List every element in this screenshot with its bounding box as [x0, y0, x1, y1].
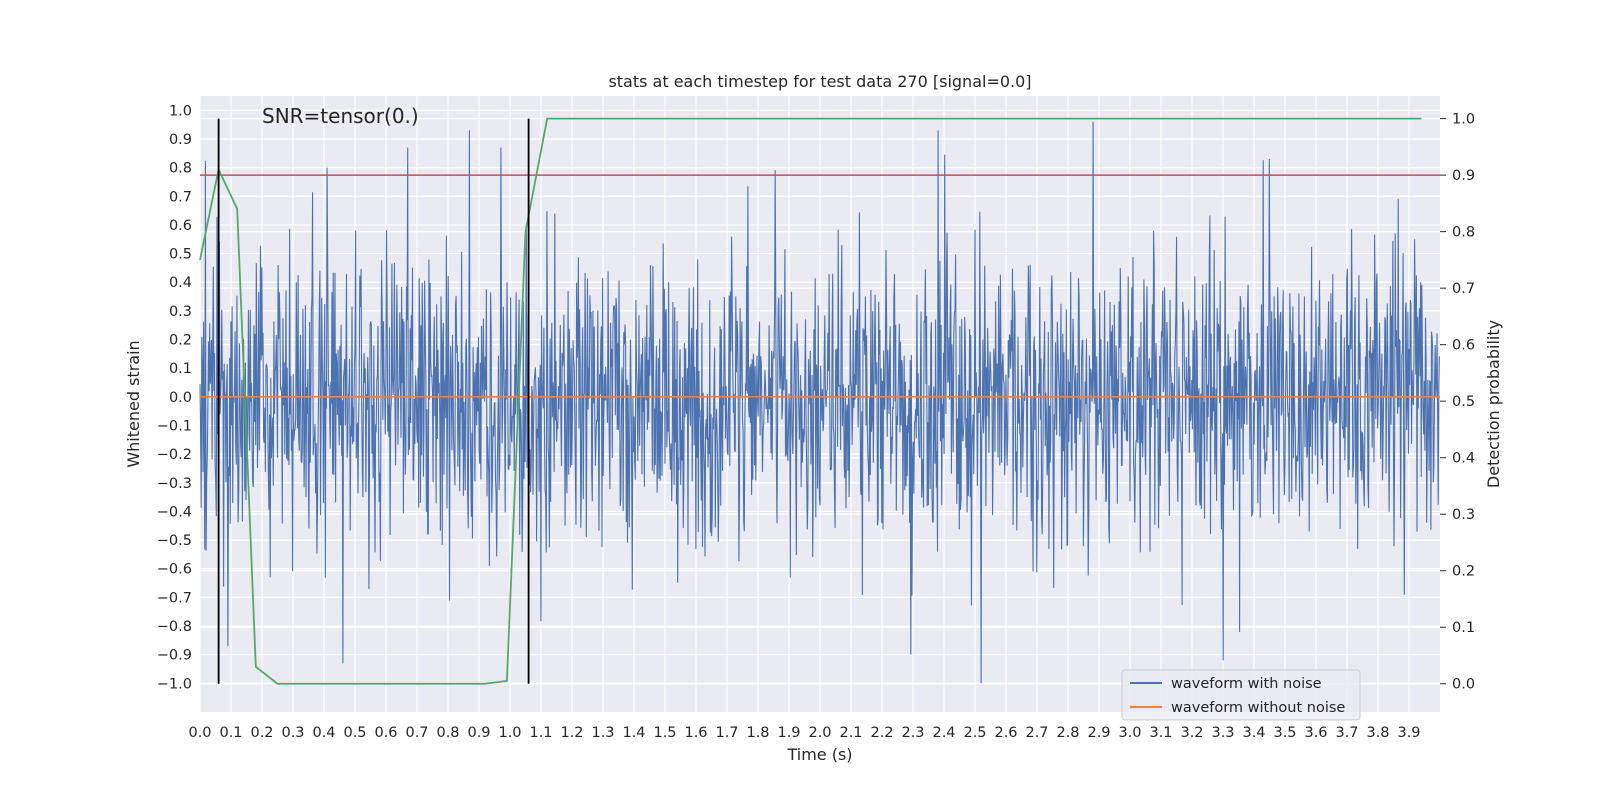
snr-annotation: SNR=tensor(0.): [262, 104, 419, 128]
y2-tick-label: 0.6: [1452, 338, 1475, 354]
y-tick-label: 0.4: [169, 275, 192, 291]
x-tick-label: 0.2: [250, 725, 273, 741]
y-tick-label: 0.5: [169, 247, 192, 263]
x-tick-label: 1.7: [715, 725, 738, 741]
x-tick-label: 3.0: [1118, 725, 1141, 741]
y-tick-label: 0.9: [169, 132, 192, 148]
detection-probability-line: [199, 117, 1422, 685]
x-tick-label: 2.7: [1025, 725, 1048, 741]
x-tick-label: 1.6: [684, 725, 707, 741]
y-tick-label: −0.6: [157, 562, 192, 578]
y-tick-label: −0.2: [157, 447, 192, 463]
x-tick-label: 3.6: [1304, 725, 1327, 741]
y-tick-label: 0.0: [169, 390, 192, 406]
y-axis-label: Whitened strain: [124, 340, 143, 467]
legend: waveform with noise waveform without noi…: [1121, 669, 1361, 721]
x-tick-label: 3.3: [1211, 725, 1234, 741]
y-tick-label: 0.8: [169, 161, 192, 177]
x-tick-label: 2.6: [994, 725, 1017, 741]
legend-box: [1121, 669, 1361, 721]
x-tick-label: 1.9: [777, 725, 800, 741]
x-tick-label: 0.7: [405, 725, 428, 741]
x-tick-label: 0.3: [281, 725, 304, 741]
y2-tick-label: 0.5: [1452, 394, 1475, 410]
y2-tick-label: 0.1: [1452, 620, 1475, 636]
x-tick-label: 1.5: [653, 725, 676, 741]
y-tick-label: −0.8: [157, 619, 192, 635]
legend-label-noisy: waveform with noise: [1171, 676, 1322, 692]
axes: 0.0 0.1 0.2 0.3 0.4 0.5 0.6 0.7 0.8 0.9 1.0 1.1 1.2 1…: [157, 103, 1475, 741]
x-tick-label: 3.1: [1149, 725, 1172, 741]
x-tick-label: 1.3: [591, 725, 614, 741]
y2-tick-label: 0.0: [1452, 677, 1475, 693]
y-tick-label: −1.0: [157, 676, 192, 692]
x-tick-label: 3.8: [1366, 725, 1389, 741]
y-tick-label: 0.7: [169, 189, 192, 205]
y2-tick-label: 0.3: [1452, 507, 1475, 523]
x-tick-label: 2.2: [870, 725, 893, 741]
waveform-with-noise-line: [199, 121, 1440, 684]
x-tick-label: 3.2: [1180, 725, 1203, 741]
x-tick-label: 0.1: [219, 725, 242, 741]
x-tick-label: 3.5: [1273, 725, 1296, 741]
y-tick-label: −0.3: [157, 476, 192, 492]
y-tick-label: 0.1: [169, 361, 192, 377]
y-tick-label: 0.2: [169, 333, 192, 349]
x-tick-label: 0.9: [467, 725, 490, 741]
x-axis-label: Time (s): [786, 745, 852, 764]
x-tick-label: 1.4: [622, 725, 645, 741]
y-tick-label: −0.9: [157, 648, 192, 664]
x-tick-label: 2.0: [808, 725, 831, 741]
chart-title: stats at each timestep for test data 270…: [608, 72, 1031, 91]
y2-tick-label: 1.0: [1452, 112, 1475, 128]
y2-tick-label: 0.4: [1452, 451, 1475, 467]
x-tick-label: 0.4: [312, 725, 335, 741]
x-tick-label: 0.5: [343, 725, 366, 741]
x-tick-label: 2.8: [1056, 725, 1079, 741]
x-tick-label: 0.0: [188, 725, 211, 741]
data-layer: [199, 117, 1440, 685]
y-tick-label: −0.4: [157, 504, 192, 520]
x-tick-label: 3.7: [1335, 725, 1358, 741]
y2-tick-label: 0.8: [1452, 225, 1475, 241]
x-tick-label: 1.2: [560, 725, 583, 741]
x-tick-label: 2.4: [932, 725, 955, 741]
x-tick-label: 2.1: [839, 725, 862, 741]
x-tick-label: 1.0: [498, 725, 521, 741]
y2-axis-label: Detection probability: [1484, 320, 1503, 488]
x-tick-label: 0.6: [374, 725, 397, 741]
y-tick-label: −0.1: [157, 418, 192, 434]
y-tick-label: 1.0: [169, 103, 192, 119]
x-tick-label: 1.8: [746, 725, 769, 741]
x-tick-label: 0.8: [436, 725, 459, 741]
y2-tick-label: 0.2: [1452, 564, 1475, 580]
y2-tick-label: 0.9: [1452, 168, 1475, 184]
y-tick-label: 0.3: [169, 304, 192, 320]
x-tick-label: 1.1: [529, 725, 552, 741]
y-tick-label: 0.6: [169, 218, 192, 234]
y-tick-label: −0.5: [157, 533, 192, 549]
x-tick-label: 3.4: [1242, 725, 1265, 741]
legend-label-clean: waveform without noise: [1171, 700, 1345, 716]
y-tick-label: −0.7: [157, 590, 192, 606]
x-tick-label: 2.5: [963, 725, 986, 741]
x-tick-label: 2.3: [901, 725, 924, 741]
y2-tick-label: 0.7: [1452, 281, 1475, 297]
x-tick-label: 2.9: [1087, 725, 1110, 741]
x-tick-label: 3.9: [1397, 725, 1420, 741]
